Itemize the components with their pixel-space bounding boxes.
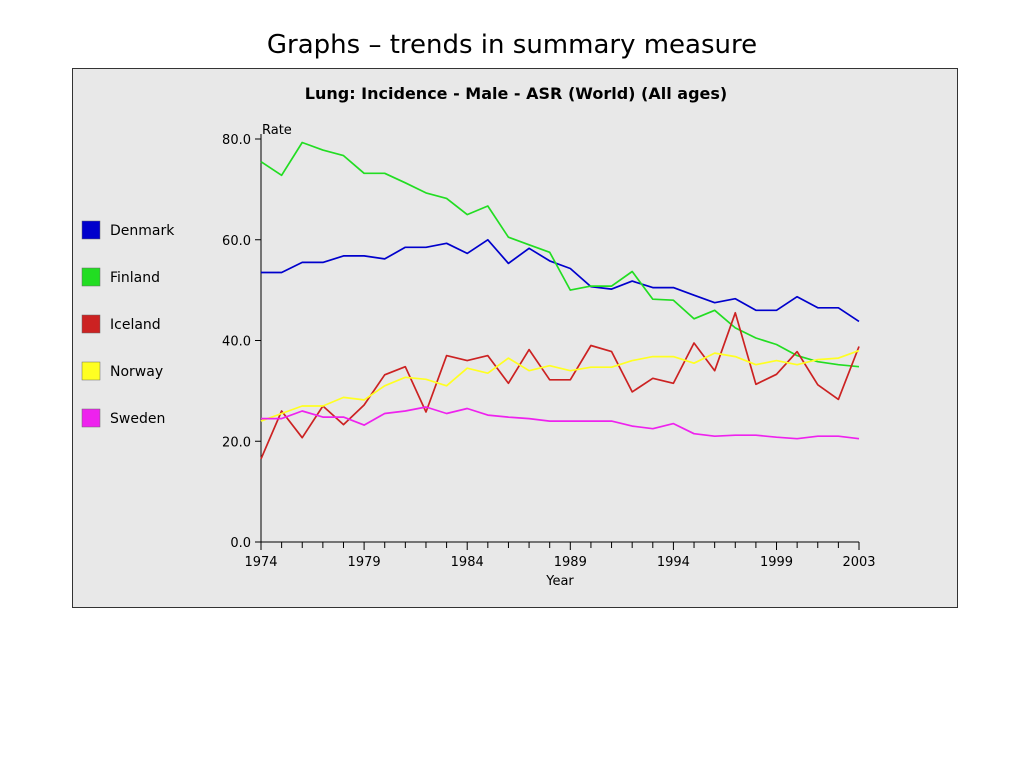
x-axis-label: Year	[545, 574, 574, 589]
y-tick-label: 80.0	[222, 133, 251, 148]
y-tick-label: 40.0	[222, 335, 251, 350]
y-axis-label: Rate	[262, 123, 292, 138]
legend-swatch-denmark	[81, 220, 101, 240]
legend-swatch-sweden	[81, 408, 101, 428]
series-line-iceland	[260, 311, 860, 460]
chart-panel: Lung: Incidence - Male - ASR (World) (Al…	[72, 68, 958, 608]
y-tick-label: 60.0	[222, 234, 251, 249]
legend-label-sweden: Sweden	[110, 411, 165, 427]
x-tick-label: 1974	[244, 555, 277, 570]
x-tick-label: 2003	[842, 555, 875, 570]
legend-label-denmark: Denmark	[110, 223, 175, 239]
legend-swatch-iceland	[81, 314, 101, 334]
x-tick-label: 1999	[760, 555, 793, 570]
series-line-denmark	[261, 238, 860, 323]
y-tick-label: 0.0	[230, 536, 251, 551]
chart-title: Lung: Incidence - Male - ASR (World) (Al…	[305, 84, 727, 103]
line-chart: Lung: Incidence - Male - ASR (World) (Al…	[81, 84, 876, 589]
series-line-sweden	[261, 406, 860, 440]
x-tick-label: 1989	[554, 555, 587, 570]
y-tick-label: 20.0	[222, 435, 251, 450]
slide-title: Graphs – trends in summary measure	[266, 30, 758, 60]
legend-label-iceland: Iceland	[110, 317, 161, 333]
series-line-norway	[260, 349, 860, 422]
x-tick-label: 1979	[348, 555, 381, 570]
x-tick-label: 1984	[451, 555, 484, 570]
legend-swatch-finland	[81, 267, 101, 287]
legend-swatch-norway	[81, 361, 101, 381]
x-tick-label: 1994	[657, 555, 690, 570]
series-line-finland	[260, 141, 860, 368]
legend-label-finland: Finland	[110, 270, 160, 286]
legend-label-norway: Norway	[110, 364, 163, 380]
